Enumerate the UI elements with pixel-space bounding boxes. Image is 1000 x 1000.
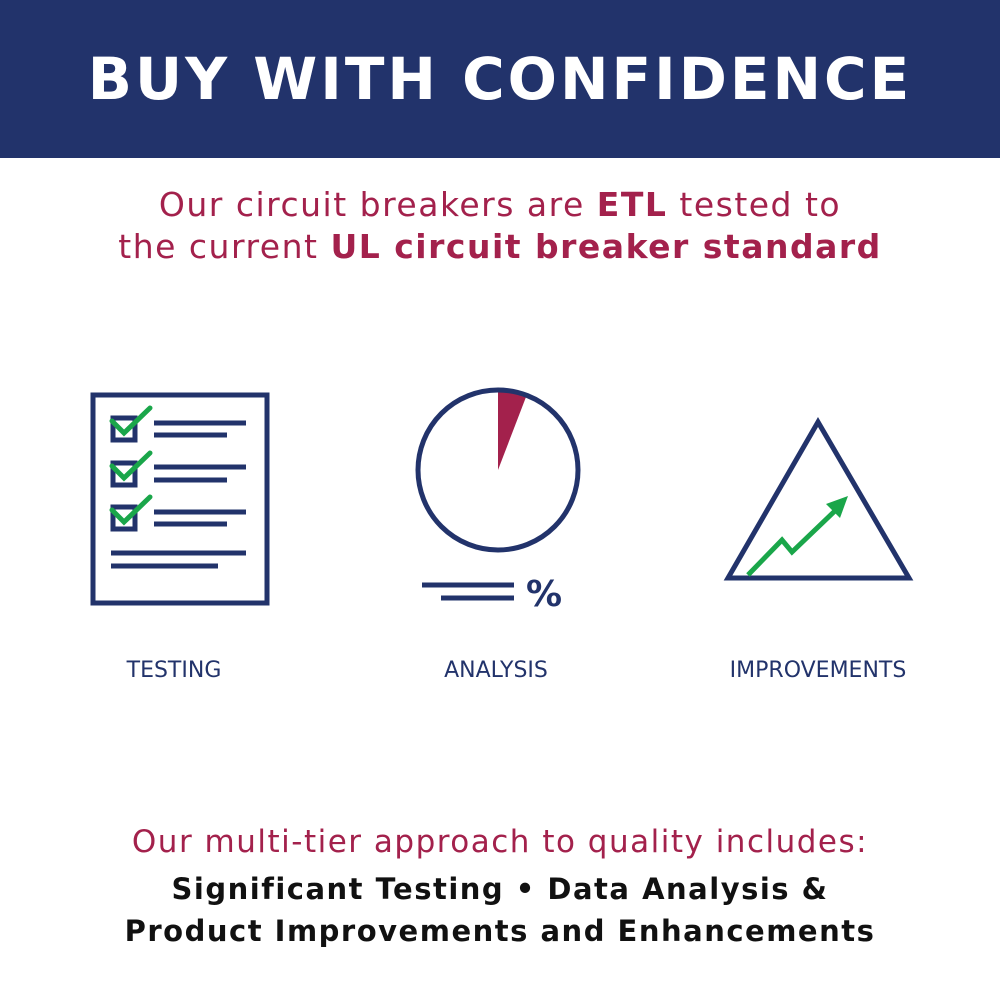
- footer-line-3: Product Improvements and Enhancements: [124, 914, 876, 948]
- page-title: BUY WITH CONFIDENCE: [87, 45, 913, 113]
- subtitle-line-2: the current UL circuit breaker standard: [0, 226, 1000, 268]
- subtitle-text: tested to: [667, 185, 842, 224]
- subtitle-line-1: Our circuit breakers are ETL tested to: [0, 184, 1000, 226]
- subtitle-bold: ETL: [596, 185, 668, 224]
- footer-line-2: Significant Testing • Data Analysis &: [171, 872, 829, 906]
- subtitle-text: the current: [118, 227, 331, 266]
- checklist-icon: [90, 392, 270, 606]
- label-testing: TESTING: [126, 658, 222, 683]
- subtitle-bold: UL circuit breaker standard: [330, 227, 882, 266]
- pie-chart-icon: [415, 387, 581, 601]
- label-analysis: ANALYSIS: [444, 658, 548, 683]
- label-improvements: IMPROVEMENTS: [729, 658, 907, 683]
- header-banner: BUY WITH CONFIDENCE: [0, 0, 1000, 158]
- subtitle-text: Our circuit breakers are: [158, 185, 597, 224]
- triangle-growth-icon: [723, 417, 914, 581]
- percent-icon: %: [526, 574, 562, 615]
- footer-intro: Our multi-tier approach to quality inclu…: [131, 824, 869, 860]
- footer-list: Significant Testing • Data Analysis & Pr…: [0, 868, 1000, 952]
